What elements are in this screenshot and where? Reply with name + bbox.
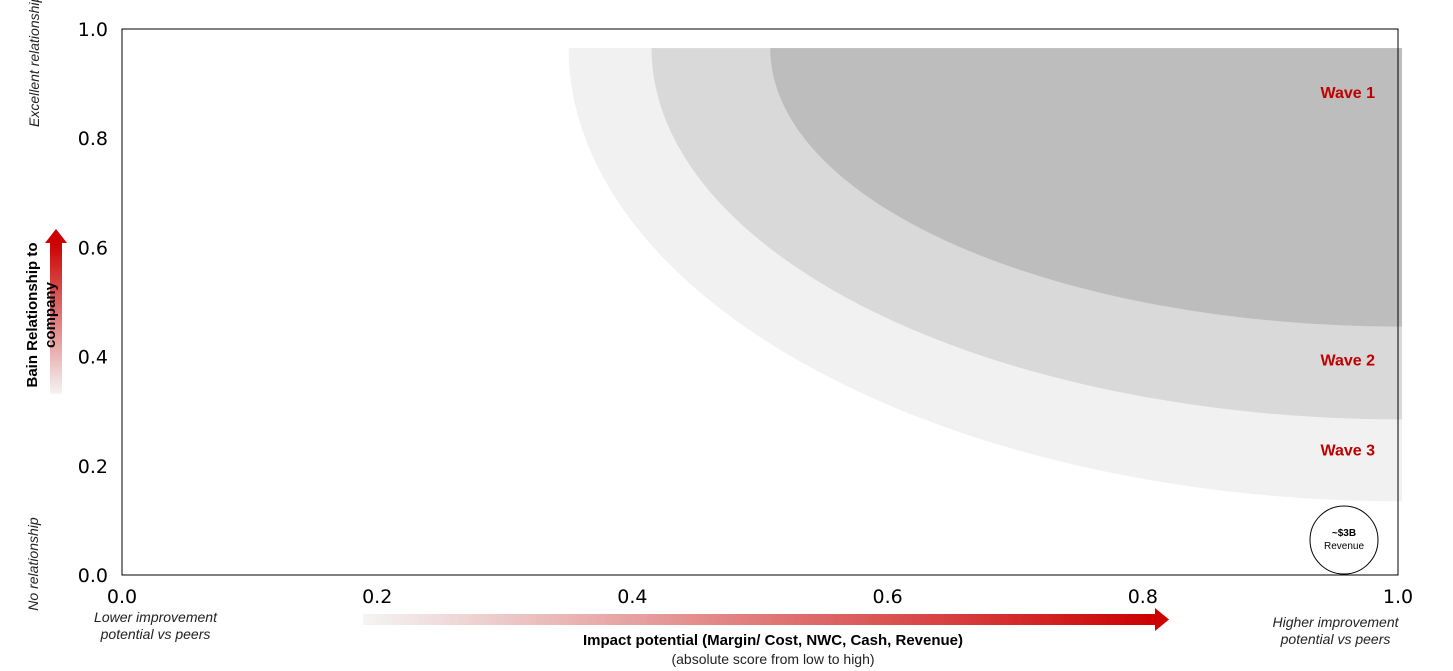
x-tick-label: 0.6 (872, 586, 902, 608)
wave-bands (568, 48, 1402, 502)
x-tick-label: 0.4 (617, 586, 647, 608)
revenue-bubble: ~$3B Revenue (1309, 505, 1379, 575)
x-tick-label: 0.0 (107, 586, 137, 608)
x-low-note: Lower improvement potential vs peers (94, 609, 217, 642)
x-axis-subtitle: (absolute score from low to high) (671, 651, 874, 667)
wave-band-3 (770, 48, 1402, 327)
y-tick-label: 1.0 (78, 19, 108, 41)
x-high-note: Higher improvement potential vs peers (1272, 614, 1399, 647)
x-axis-arrow (363, 608, 1169, 631)
plot-area-frame (121, 28, 1399, 576)
x-tick-labels: 0.0 0.2 0.4 0.6 0.8 1.0 (107, 586, 1413, 608)
y-tick-labels: 0.0 0.2 0.4 0.6 0.8 1.0 (78, 19, 108, 587)
wave-label-1: Wave 3 (1320, 442, 1375, 459)
x-tick-label: 0.8 (1128, 586, 1158, 608)
y-tick-label: 0.2 (78, 456, 108, 478)
y-tick-label: 0.6 (78, 237, 108, 259)
y-tick-label: 0.4 (78, 347, 108, 369)
y-low-note: No relationship (25, 517, 41, 611)
bubble-label-line1: ~$3B (1332, 528, 1356, 539)
y-axis-title: Bain Relationship to company (24, 242, 59, 388)
wave-label-3: Wave 1 (1320, 85, 1375, 102)
x-axis-title: Impact potential (Margin/ Cost, NWC, Cas… (583, 632, 963, 649)
y-high-note: Excellent relationship (26, 0, 42, 127)
bubble-label-line2: Revenue (1324, 541, 1364, 552)
y-tick-label: 0.8 (78, 128, 108, 150)
wave-label-2: Wave 2 (1320, 352, 1375, 369)
x-tick-label: 1.0 (1383, 586, 1413, 608)
y-axis-arrow (45, 229, 67, 394)
wave-labels: Wave 3 Wave 2 Wave 1 (1320, 85, 1375, 460)
x-tick-label: 0.2 (362, 586, 392, 608)
y-tick-label: 0.0 (78, 565, 108, 587)
